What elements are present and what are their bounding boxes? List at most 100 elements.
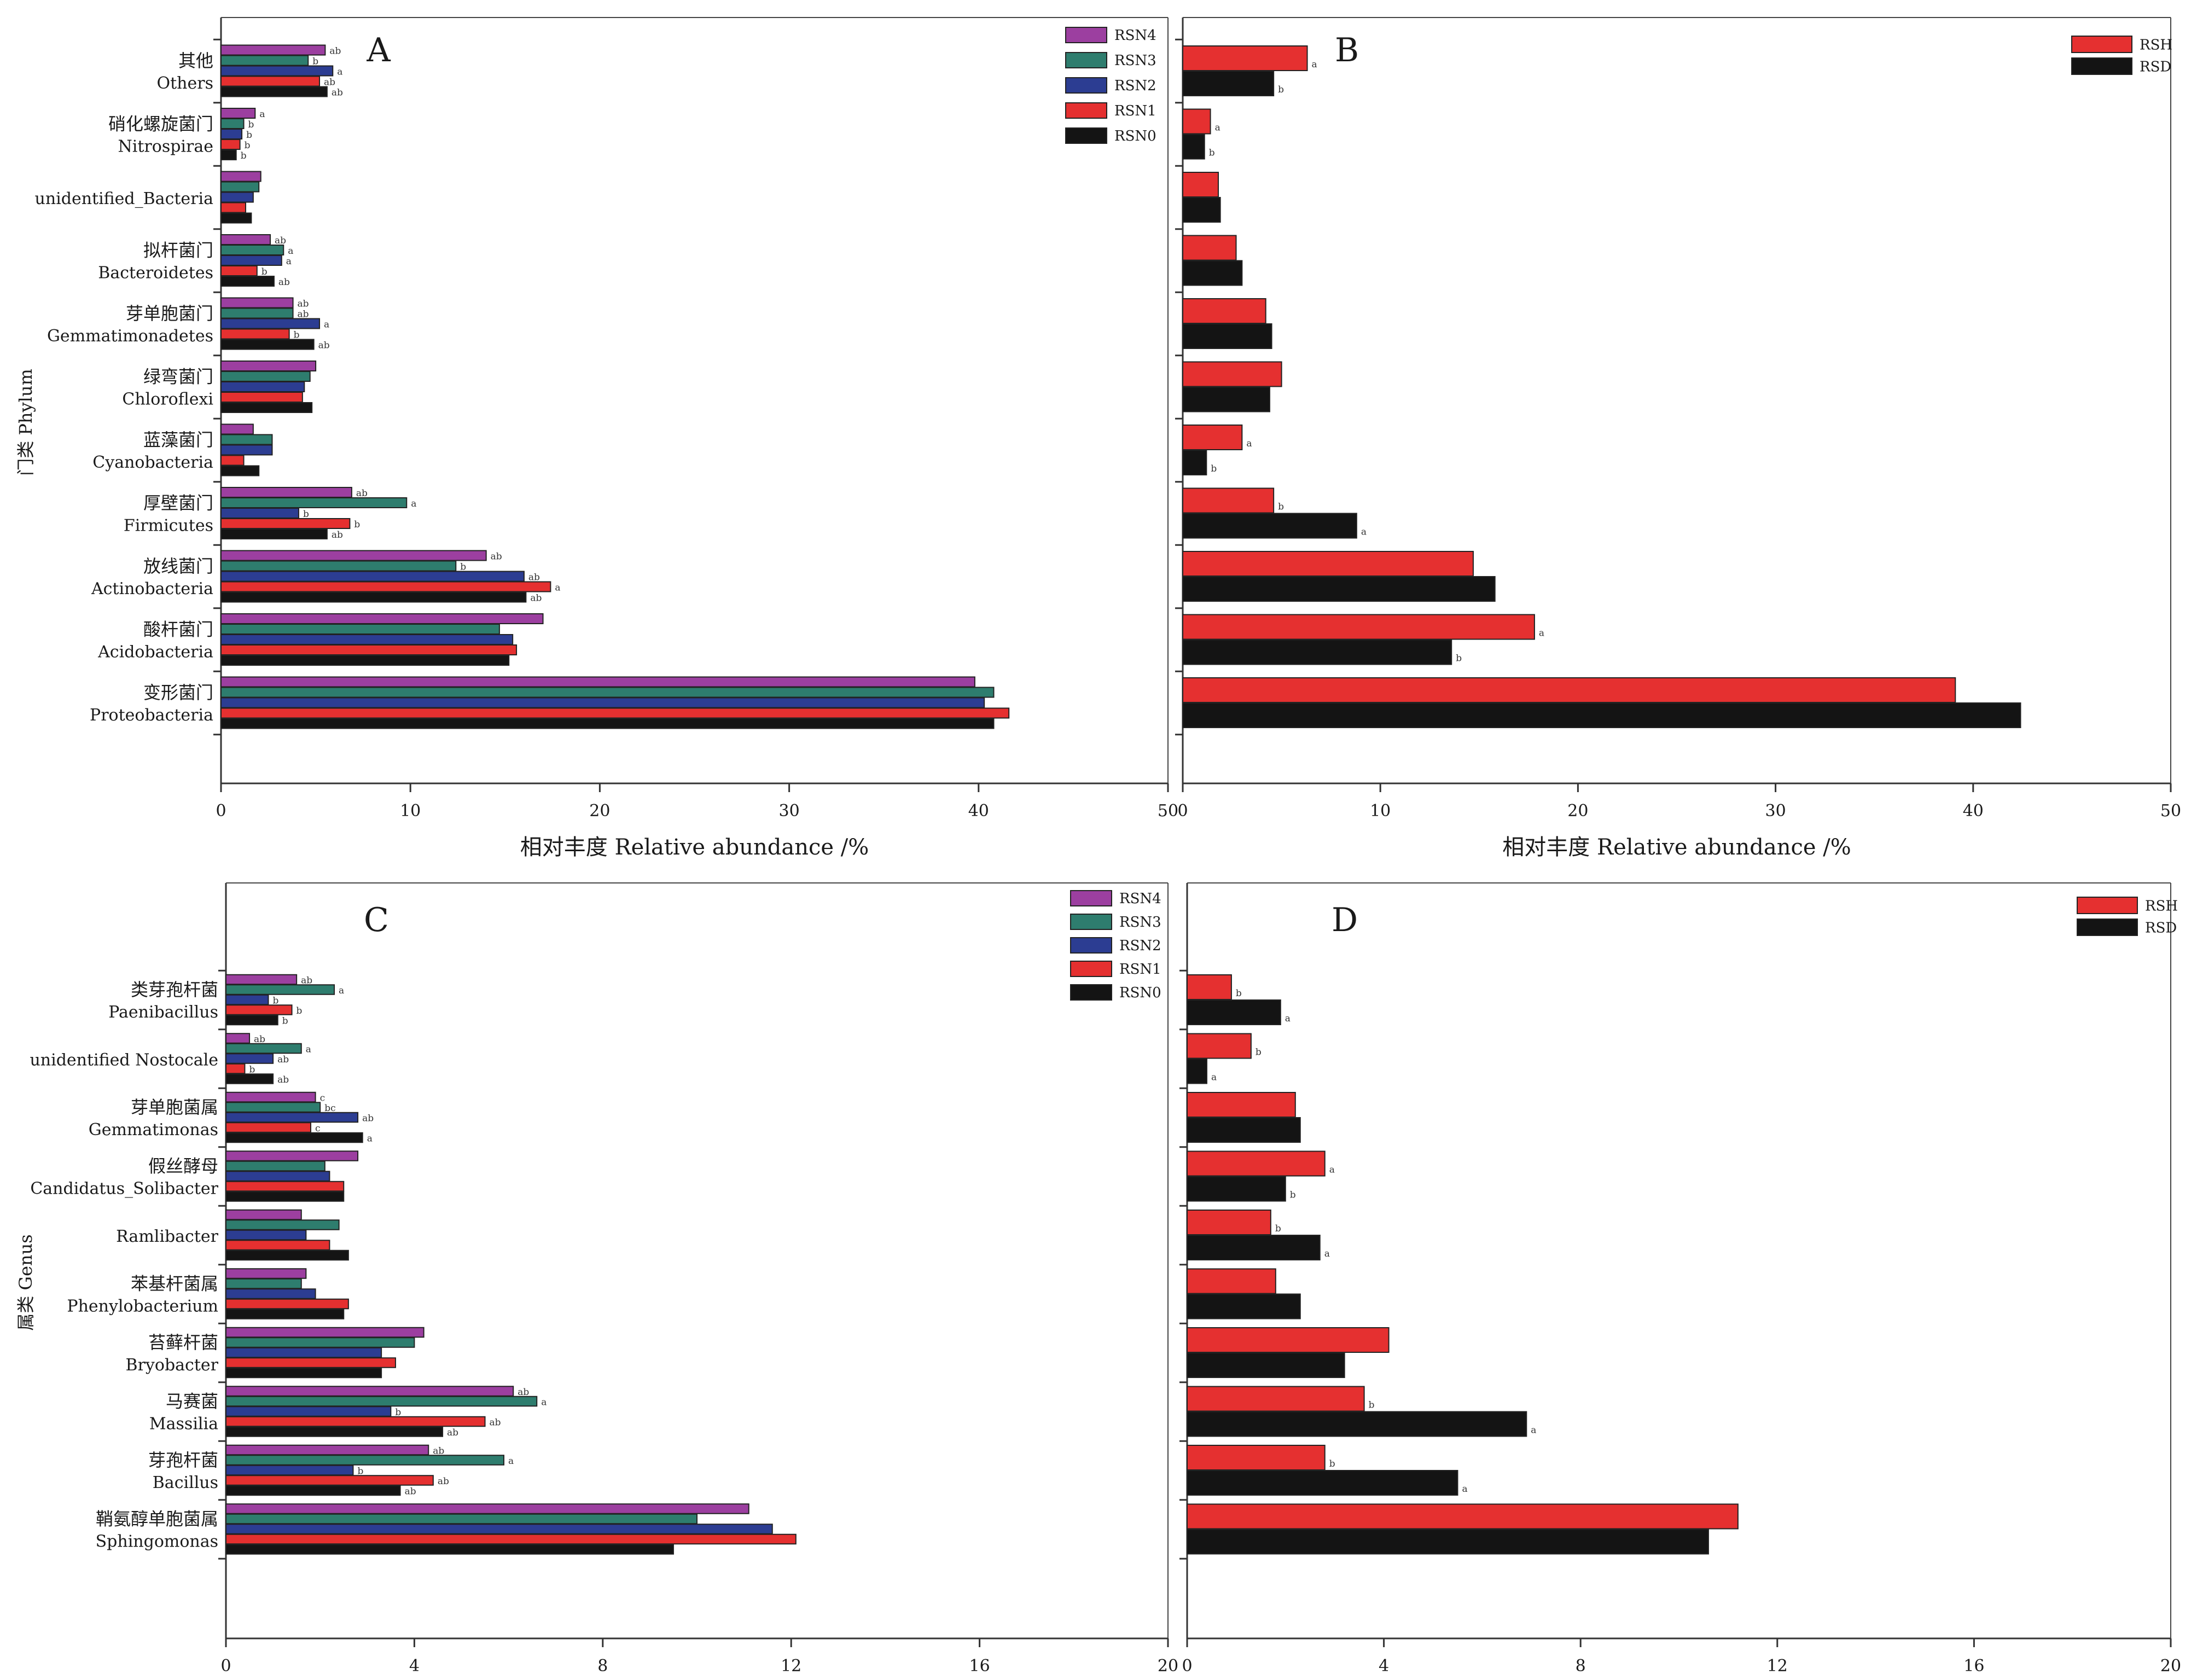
- bar-rsn3: [220, 560, 457, 572]
- panel-letter: B: [1335, 31, 1359, 69]
- category-label-cn: 酸杆菌门: [143, 619, 213, 640]
- significance-label: b: [312, 56, 318, 67]
- category-label-cn: 硝化螺旋菌门: [108, 114, 213, 135]
- bar-rsd: [1187, 999, 1281, 1025]
- bar-rsh: [1182, 487, 1275, 514]
- significance-label: b: [261, 266, 268, 277]
- bar-rsd: [1182, 450, 1207, 475]
- category-label-cn: 苯基杆菌属: [131, 1274, 218, 1294]
- significance-label: b: [249, 1064, 255, 1075]
- significance-label: ab: [277, 1074, 289, 1085]
- bar-rsn3: [225, 1396, 538, 1407]
- bar-rsn0: [225, 1073, 274, 1084]
- x-tick-label: 20: [1567, 801, 1588, 821]
- bar-rsn1: [225, 1004, 293, 1015]
- x-tick-label: 40: [968, 801, 989, 821]
- legend-label: RSH: [2145, 898, 2178, 915]
- x-axis-label: 相对丰度 Relative abundance /%: [1502, 835, 1851, 860]
- bar-rsd: [1182, 386, 1270, 412]
- category-label-en: Nitrospirae: [118, 137, 213, 156]
- category-label-en: Bacillus: [153, 1473, 218, 1492]
- category-label-cn: 拟杆菌门: [143, 240, 213, 261]
- significance-label: b: [1329, 1458, 1335, 1469]
- panel-letter: A: [366, 31, 391, 69]
- category-label-cn: 苔藓杆菌: [148, 1332, 218, 1353]
- category-label-en: Candidatus_Solibacter: [30, 1179, 218, 1199]
- legend-label: RSD: [2140, 59, 2171, 75]
- bar-rsn1: [220, 392, 303, 403]
- legend-swatch-rsn1: [1065, 102, 1107, 119]
- significance-label: b: [1369, 1400, 1375, 1411]
- category-label-en: Firmicutes: [124, 516, 213, 536]
- bar-rsd: [1182, 197, 1221, 223]
- category-label-en: Gemmatimonadetes: [47, 327, 213, 346]
- bar-rsn4: [220, 487, 352, 498]
- significance-label: a: [339, 985, 344, 996]
- legend-swatch-rsn3: [1065, 52, 1107, 68]
- bar-rsh: [1182, 45, 1308, 71]
- significance-label: b: [354, 519, 360, 530]
- bar-rsn4: [220, 613, 544, 624]
- bar-rsh: [1182, 361, 1282, 387]
- category-label-en: Ramlibacter: [116, 1227, 219, 1246]
- bar-rsh: [1187, 1033, 1252, 1059]
- legend-label: RSN3: [1114, 53, 1156, 69]
- significance-label: b: [1456, 653, 1462, 664]
- category-label-en: Others: [157, 74, 213, 93]
- bar-rsh: [1187, 1092, 1296, 1118]
- significance-label: ab: [301, 975, 312, 986]
- category-label-cn: 绿弯菌门: [143, 367, 213, 387]
- category-label-en: Bryobacter: [126, 1356, 219, 1375]
- bar-rsn2: [220, 129, 243, 139]
- legend-swatch-rsn1: [1070, 961, 1112, 977]
- category-label-cn: 其他: [178, 50, 213, 71]
- bar-rsd: [1182, 513, 1357, 539]
- category-label-cn: 类芽孢杆菌: [131, 979, 218, 1000]
- bar-rsn3: [220, 307, 294, 319]
- significance-label: ab: [277, 1054, 289, 1065]
- category-label-en: Chloroflexi: [122, 390, 213, 409]
- panel-letter: D: [1332, 901, 1358, 939]
- significance-label: a: [306, 1044, 311, 1055]
- legend-label: RSN2: [1114, 78, 1156, 94]
- x-tick-label: 0: [1177, 801, 1188, 821]
- legend-swatch-rsn2: [1065, 77, 1107, 94]
- bar-rsn1: [225, 1533, 797, 1545]
- legend-label: RSN2: [1119, 938, 1161, 954]
- significance-label: a: [1329, 1165, 1335, 1176]
- significance-label: a: [259, 109, 265, 120]
- bar-rsh: [1182, 425, 1243, 450]
- bar-rsn2: [220, 191, 254, 203]
- x-tick-label: 16: [1963, 1656, 1984, 1676]
- bar-rsn0: [225, 1367, 382, 1379]
- legend-label: RSN1: [1114, 103, 1156, 119]
- bar-rsn0: [220, 339, 315, 350]
- bar-rsd: [1187, 1528, 1709, 1555]
- legend: RSN4 RSN3 RSN2 RSN1 RSN0: [1070, 890, 1161, 1001]
- significance-label: b: [1256, 1047, 1262, 1058]
- category-label-cn: 蓝藻菌门: [143, 429, 213, 450]
- bar-rsn2: [220, 381, 305, 392]
- bar-rsn1: [225, 1181, 345, 1192]
- significance-label: b: [395, 1407, 401, 1418]
- significance-label: b: [1236, 988, 1242, 999]
- bar-rsn3: [220, 181, 260, 193]
- significance-label: a: [1539, 628, 1544, 639]
- bar-rsn0: [225, 1191, 345, 1202]
- significance-label: ab: [324, 77, 335, 88]
- bar-rsn3: [225, 1513, 698, 1525]
- significance-label: b: [1209, 148, 1215, 159]
- category-label-en: Paenibacillus: [108, 1003, 218, 1022]
- bar-rsn0: [220, 212, 252, 224]
- significance-label: ab: [278, 277, 290, 288]
- panel-b: 0 10 20 30 40 50 相对丰度 Relative abundance /% Ba b…: [1175, 17, 2181, 860]
- x-tick-label: 20: [589, 801, 610, 821]
- significance-label: b: [272, 995, 278, 1006]
- significance-label: a: [367, 1133, 373, 1144]
- category-label-cn: 芽孢杆菌: [148, 1450, 218, 1470]
- legend-label: RSD: [2145, 920, 2177, 937]
- x-tick-label: 12: [781, 1656, 801, 1676]
- bar-rsd: [1182, 639, 1452, 665]
- bar-rsn4: [220, 361, 317, 371]
- bar-rsn0: [220, 465, 260, 476]
